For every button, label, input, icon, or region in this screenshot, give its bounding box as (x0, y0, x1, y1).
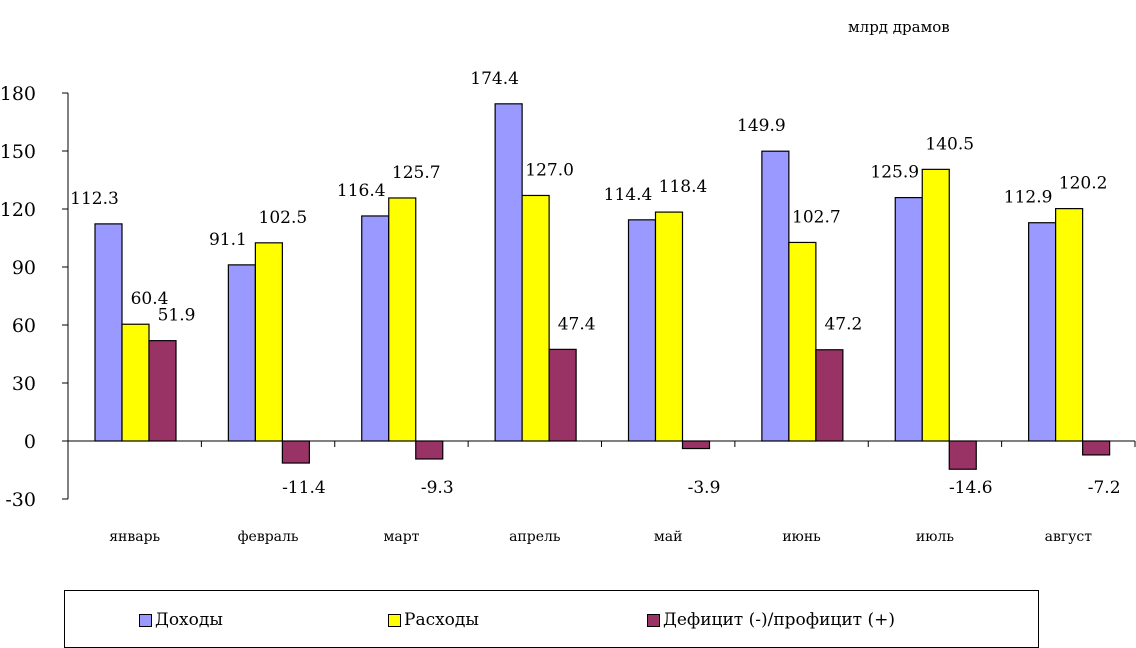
data-label: 116.4 (337, 181, 386, 201)
data-label: 51.9 (158, 306, 196, 326)
data-label: 112.3 (70, 189, 119, 209)
legend-swatch-balance (647, 613, 660, 627)
data-label: -9.3 (421, 478, 454, 498)
data-label: 118.4 (659, 177, 708, 197)
legend-swatch-revenue (139, 613, 152, 627)
bar-balance (415, 440, 444, 460)
y-tick-label: 180 (0, 83, 36, 105)
bar-revenue (494, 103, 523, 442)
bar-balance (815, 349, 844, 442)
y-tick-label: 120 (0, 199, 36, 221)
legend: Доходы Расходы Дефицит (-)/профицит (+) (64, 590, 1039, 648)
data-label: 149.9 (737, 116, 786, 136)
data-label: 91.1 (209, 230, 247, 250)
data-label: 47.4 (558, 314, 596, 334)
data-label: 102.5 (259, 208, 308, 228)
bar-expenses (254, 242, 283, 442)
data-label: 112.9 (1004, 188, 1053, 208)
bar-balance (548, 348, 577, 442)
legend-label-revenue: Доходы (155, 610, 223, 630)
data-label: 174.4 (470, 69, 519, 89)
x-tick-label: январь (109, 529, 160, 545)
data-label: -11.4 (282, 478, 326, 498)
x-tick-label: март (383, 529, 419, 545)
bar-balance (281, 440, 310, 464)
y-tick-label: 90 (12, 257, 36, 279)
data-label: -7.2 (1088, 478, 1121, 498)
data-label: 125.9 (870, 163, 919, 183)
bar-revenue (227, 264, 256, 442)
bar-balance (681, 440, 711, 450)
bar-revenue (94, 223, 123, 442)
y-tick-label: -30 (5, 489, 36, 511)
bar-expenses (788, 241, 817, 442)
bar-expenses (1055, 208, 1084, 442)
y-tick-label: 30 (12, 373, 36, 395)
data-label: 102.7 (792, 207, 841, 227)
bar-expenses (654, 211, 684, 442)
bar-revenue (894, 196, 923, 442)
legend-swatch-expenses (388, 613, 401, 627)
legend-item-revenue: Доходы (139, 610, 223, 630)
legend-label-balance: Дефицит (-)/профицит (+) (663, 610, 895, 630)
bar-expenses (388, 197, 417, 442)
bar-revenue (761, 150, 790, 442)
bar-expenses (921, 168, 950, 442)
data-label: 125.7 (392, 163, 441, 183)
x-tick-label: август (1045, 529, 1093, 545)
legend-item-balance: Дефицит (-)/профицит (+) (647, 610, 895, 630)
bar-balance (1082, 440, 1111, 456)
data-label: 114.4 (604, 185, 653, 205)
x-tick-label: май (654, 529, 683, 545)
bar-expenses (121, 323, 150, 442)
data-label: 47.2 (824, 315, 862, 335)
x-tick-label: февраль (238, 529, 299, 545)
legend-item-expenses: Расходы (388, 610, 479, 630)
bar-revenue (1028, 222, 1057, 442)
data-label: 127.0 (525, 160, 574, 180)
data-label: -14.6 (949, 478, 993, 498)
x-tick-label: июль (916, 529, 954, 545)
bar-revenue (361, 215, 390, 442)
bar-expenses (521, 194, 550, 442)
data-label: 60.4 (131, 289, 169, 309)
bar-balance (948, 440, 977, 470)
data-label: -3.9 (688, 478, 721, 498)
data-label: 120.2 (1059, 174, 1108, 194)
bar-chart: -30 0 30 60 90 120 150 180 112.3 60.451.9 91.1 102.… (0, 69, 1136, 545)
y-tick-label: 150 (0, 141, 36, 163)
bar-balance (148, 340, 177, 442)
y-tick-label: 0 (24, 431, 36, 453)
legend-label-expenses: Расходы (404, 610, 479, 630)
x-tick-label: июнь (782, 529, 821, 545)
x-tick-label: апрель (509, 529, 561, 545)
bar-revenue (627, 219, 657, 442)
unit-label: млрд драмов (848, 18, 950, 36)
y-tick-label: 60 (12, 315, 36, 337)
data-label: 140.5 (925, 134, 974, 154)
